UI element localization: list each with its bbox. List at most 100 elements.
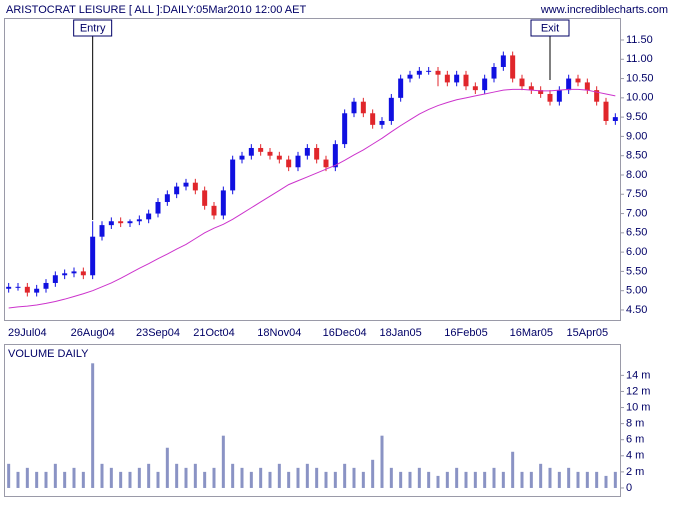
- candle-body: [342, 113, 348, 145]
- volume-bar: [529, 471, 533, 488]
- volume-bar: [25, 467, 29, 488]
- y-tick-label: 9.00: [626, 130, 647, 142]
- candle-body: [6, 286, 12, 289]
- volume-bar: [492, 467, 496, 488]
- x-tick-label: 16Mar05: [510, 327, 553, 339]
- y-tick-label: 7.00: [626, 207, 647, 219]
- volume-bar: [16, 471, 20, 488]
- volume-bar: [240, 467, 244, 488]
- volume-bar: [455, 467, 459, 488]
- candle-body: [127, 221, 133, 224]
- candle-body: [304, 147, 310, 156]
- candle-body: [491, 66, 497, 79]
- y-tick-label: 8 m: [626, 418, 644, 430]
- candle-body: [519, 78, 525, 87]
- candle-body: [603, 101, 609, 121]
- y-tick-label: 11.50: [626, 34, 653, 46]
- candle-body: [426, 70, 432, 72]
- y-tick-label: 7.50: [626, 188, 647, 200]
- volume-bar: [287, 471, 291, 488]
- volume-bar: [473, 471, 477, 488]
- candle-body: [444, 74, 450, 83]
- y-tick-label: 6.50: [626, 227, 647, 239]
- volume-bar: [175, 463, 179, 488]
- annotation-box: [73, 19, 113, 37]
- volume-bar: [63, 471, 67, 488]
- y-tick-label: 2 m: [626, 466, 644, 478]
- volume-bar: [595, 471, 599, 488]
- candle-body: [463, 74, 469, 87]
- candle-body: [62, 273, 68, 276]
- x-tick-label: 26Aug04: [71, 327, 115, 339]
- volume-bar: [203, 471, 207, 488]
- volume-bar: [389, 467, 393, 488]
- volume-bar: [165, 447, 169, 488]
- volume-bar: [483, 471, 487, 488]
- candle-body: [118, 221, 124, 224]
- candle-body: [202, 190, 208, 206]
- volume-bar: [268, 471, 272, 488]
- volume-bar: [53, 463, 57, 488]
- volume-title: VOLUME DAILY: [8, 348, 89, 360]
- candle-body: [594, 90, 600, 102]
- candle-body: [52, 275, 58, 283]
- price-frame: [4, 18, 621, 321]
- volume-bar: [371, 459, 375, 488]
- volume-bar: [576, 471, 580, 488]
- candle-body: [500, 55, 506, 67]
- candle-body: [99, 225, 105, 237]
- volume-bar: [445, 471, 449, 488]
- moving-average: [8, 88, 616, 309]
- volume-bar: [44, 471, 48, 488]
- volume-bar: [315, 467, 319, 488]
- candle-body: [258, 147, 264, 152]
- x-tick-label: 15Apr05: [567, 327, 609, 339]
- x-tick-label: 23Sep04: [136, 327, 180, 339]
- watermark: www.incrediblecharts.com: [540, 4, 668, 16]
- volume-bar: [436, 475, 440, 488]
- y-tick-label: 6.00: [626, 246, 647, 258]
- candle-body: [192, 182, 198, 191]
- volume-bar: [81, 471, 85, 488]
- volume-bar: [464, 471, 468, 488]
- candle-body: [164, 194, 170, 202]
- volume-bar: [109, 467, 113, 488]
- candle-body: [267, 151, 273, 156]
- candle-body: [24, 286, 30, 293]
- volume-bar: [147, 463, 151, 488]
- volume-bar: [305, 463, 309, 488]
- volume-bar: [72, 467, 76, 488]
- y-tick-label: 11.00: [626, 53, 653, 65]
- volume-bar: [399, 471, 403, 488]
- candle-body: [220, 190, 226, 216]
- candle-body: [174, 186, 180, 195]
- annotation-label: Entry: [80, 22, 106, 34]
- candle-body: [286, 159, 292, 168]
- volume-bar: [296, 467, 300, 488]
- candle-body: [34, 288, 40, 293]
- volume-bar: [249, 471, 253, 488]
- candle-body: [435, 70, 441, 75]
- candle-body: [398, 78, 404, 98]
- y-tick-label: 5.00: [626, 285, 647, 297]
- candle-body: [90, 236, 96, 276]
- candle-body: [510, 55, 516, 79]
- volume-bar: [156, 471, 160, 488]
- y-tick-label: 10 m: [626, 401, 650, 413]
- candle-body: [482, 78, 488, 91]
- candle-body: [351, 101, 357, 114]
- candle-body: [454, 74, 460, 83]
- candle-body: [528, 86, 534, 91]
- candle-body: [295, 155, 301, 168]
- volume-bar: [324, 471, 328, 488]
- volume-bar: [352, 467, 356, 488]
- y-tick-label: 4 m: [626, 450, 644, 462]
- candle-body: [183, 182, 189, 187]
- candle-body: [15, 286, 21, 288]
- x-tick-label: 29Jul04: [8, 327, 47, 339]
- candle-body: [538, 90, 544, 94]
- volume-frame: [4, 344, 621, 497]
- volume-bar: [119, 471, 123, 488]
- candle-body: [239, 155, 245, 160]
- x-tick-label: 16Dec04: [323, 327, 367, 339]
